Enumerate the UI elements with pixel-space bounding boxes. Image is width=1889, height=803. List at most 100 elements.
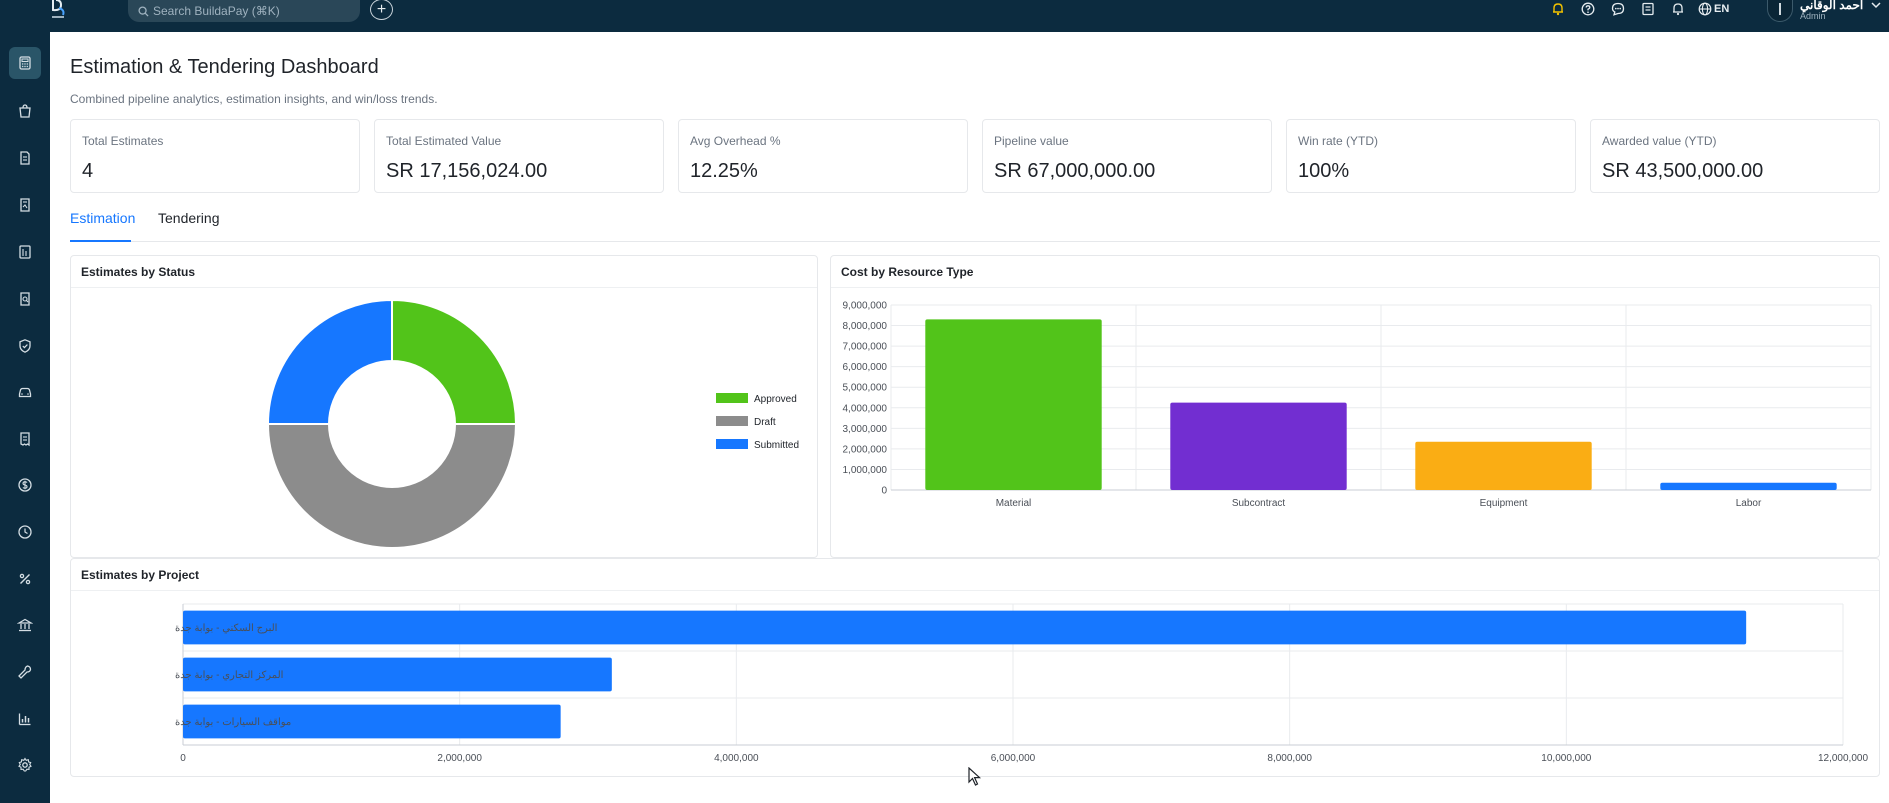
quick-add-button[interactable]: + [370,0,393,20]
bank-icon[interactable] [9,609,41,641]
notification-bell-icon[interactable] [1670,1,1686,17]
user-name[interactable]: أحمد الوقاني [1800,0,1864,12]
search-placeholder: Search BuildaPay (⌘K) [153,4,280,18]
user-role: Admin [1800,11,1826,21]
legend-label-draft[interactable]: Draft [754,417,776,428]
alert-bell-icon[interactable] [1550,1,1566,17]
y-tick-label: 0 [881,486,887,497]
pie-slice-submitted[interactable] [266,298,393,425]
y-tick-label: مواقف السيارات - بوابة جدة [175,717,291,728]
y-tick-label: 4,000,000 [843,403,888,414]
top-bar: Search BuildaPay (⌘K) + EN أحمد الوقاني … [0,0,1889,32]
x-tick-label: Material [996,498,1032,509]
y-tick-label: 8,000,000 [843,321,888,332]
language-label: EN [1714,3,1730,15]
bar-material[interactable] [925,319,1102,490]
kpi-value: 4 [82,160,94,182]
project-estimates-bar-chart: 0 2,000,000 4,000,000 6,000,000 8,000,000 10,… [175,603,1868,764]
sidebar [0,32,50,803]
clock-icon[interactable] [9,516,41,548]
help-icon[interactable] [1580,1,1596,17]
kpi-label: Total Estimates [82,134,164,148]
status-donut-chart: Approved Draft Submitted [266,298,799,549]
tabs: Estimation Tendering [70,210,1880,242]
search-icon [138,5,149,17]
ledger-icon[interactable] [9,236,41,268]
y-tick-label: 2,000,000 [843,444,888,455]
kpi-total-estimates: Total Estimates 4 [70,119,360,193]
tab-estimation[interactable]: Estimation [70,210,136,226]
tasks-icon[interactable] [1640,1,1656,17]
avatar[interactable] [1767,0,1793,22]
file-search-icon[interactable] [9,283,41,315]
pie-slice-approved[interactable] [391,298,518,425]
kpi-value: SR 43,500,000.00 [1602,160,1764,182]
card-estimates-by-status: Estimates by Status Approved Draft Submitt… [70,255,818,558]
legend-swatch-approved [716,393,748,403]
x-tick-label: 10,000,000 [1541,753,1591,764]
kpi-value: SR 67,000,000.00 [994,160,1156,182]
x-tick-label: 0 [180,753,186,764]
car-icon[interactable] [9,376,41,408]
bar-equipment[interactable] [1415,441,1592,490]
card-title: Estimates by Project [81,568,200,582]
legend-swatch-submitted [716,439,748,449]
chevron-down-icon[interactable] [1871,1,1881,9]
card-title: Estimates by Status [81,265,196,279]
kpi-label: Total Estimated Value [386,134,502,148]
card-estimates-by-project: Estimates by Project 0 2,000,000 4,000,000… [70,558,1880,777]
settings-icon[interactable] [9,749,41,781]
resource-cost-bar-chart: 0 1,000,000 2,000,000 3,000,000 4,000,000 5,0… [843,301,1872,509]
bar-chart-icon[interactable] [9,703,41,735]
tab-ink-bar [70,240,131,242]
receipt-icon[interactable] [9,423,41,455]
y-tick-label: 9,000,000 [843,301,888,312]
y-tick-label: 1,000,000 [843,465,888,476]
page-subtitle: Combined pipeline analytics, estimation … [70,92,438,106]
legend-label-approved[interactable]: Approved [754,394,797,405]
y-tick-label: البرج السكني - بوابة جدة [175,623,277,634]
shopping-bag-icon[interactable] [9,95,41,127]
legend-label-submitted[interactable]: Submitted [754,440,799,451]
app-logo[interactable] [50,0,68,20]
tab-tendering[interactable]: Tendering [158,210,220,226]
mouse-cursor-icon [968,767,982,786]
x-tick-label: Labor [1736,498,1762,509]
x-tick-label: Subcontract [1232,498,1286,509]
kpi-total-estimated-value: Total Estimated Value SR 17,156,024.00 [374,119,664,193]
bar-subcontract[interactable] [1170,402,1347,490]
kpi-label: Pipeline value [994,134,1069,148]
kpi-label: Avg Overhead % [690,134,781,148]
globe-icon [1698,2,1712,16]
contract-icon[interactable] [9,189,41,221]
page-title: Estimation & Tendering Dashboard [70,56,379,78]
search-input[interactable]: Search BuildaPay (⌘K) [128,0,360,22]
project-bar[interactable] [183,657,612,692]
x-tick-label: 6,000,000 [991,753,1036,764]
kpi-value: SR 17,156,024.00 [386,160,548,182]
card-title: Cost by Resource Type [841,265,974,279]
pie-slice-draft[interactable] [266,423,518,549]
percent-icon[interactable] [9,563,41,595]
language-switcher[interactable]: EN [1698,2,1729,16]
wrench-icon[interactable] [9,656,41,688]
chat-icon[interactable] [1610,1,1626,17]
document-icon[interactable] [9,142,41,174]
x-tick-label: 12,000,000 [1818,753,1868,764]
kpi-value: 100% [1298,160,1350,182]
legend-swatch-draft [716,416,748,426]
shield-icon[interactable] [9,330,41,362]
x-tick-label: 4,000,000 [714,753,759,764]
x-tick-label: 2,000,000 [437,753,482,764]
project-bar[interactable] [183,704,561,739]
y-tick-label: 7,000,000 [843,342,888,353]
bar-labor[interactable] [1660,482,1837,490]
project-bar[interactable] [183,610,1747,645]
dollar-icon[interactable] [9,469,41,501]
y-tick-label: 6,000,000 [843,362,888,373]
plus-icon: + [376,0,387,18]
kpi-avg-overhead: Avg Overhead % 12.25% [678,119,968,193]
calculator-icon[interactable] [9,47,41,79]
kpi-value: 12.25% [690,160,758,182]
kpi-label: Win rate (YTD) [1298,134,1379,148]
